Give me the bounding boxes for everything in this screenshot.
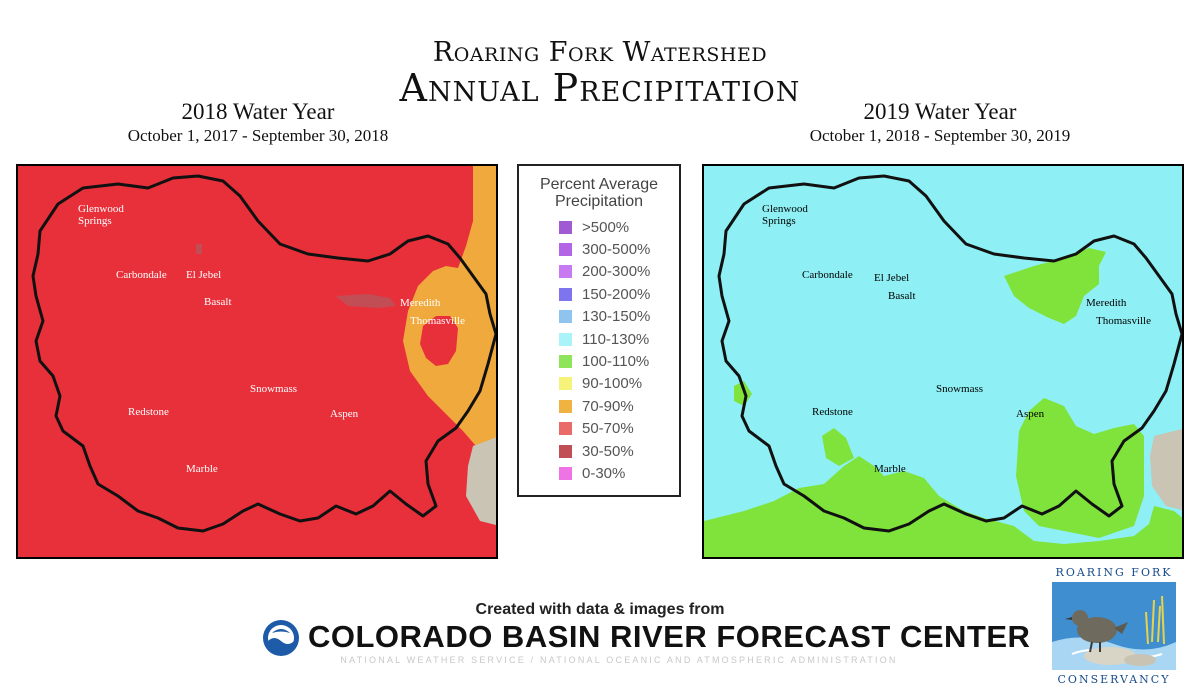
legend-swatch xyxy=(559,399,572,413)
town-meredith: Meredith xyxy=(400,297,441,309)
town-carbondale: Carbondale xyxy=(802,269,853,281)
town-basalt: Basalt xyxy=(204,296,232,308)
watershed-boundary xyxy=(717,174,1182,533)
legend-swatch xyxy=(559,332,572,346)
left-map-dates: October 1, 2017 - September 30, 2018 xyxy=(127,126,389,145)
legend-swatch xyxy=(559,310,572,324)
main-title: Roaring Fork Watershed Annual Precipitat… xyxy=(360,37,840,110)
legend-label: 300-500% xyxy=(582,241,651,259)
town-redstone: Redstone xyxy=(128,406,169,418)
legend-swatch xyxy=(559,422,572,436)
legend-title: Percent Average Precipitation xyxy=(539,176,658,210)
legend-swatch xyxy=(559,377,572,391)
legend-label: 110-130% xyxy=(582,330,650,348)
town-thomasville: Thomasville xyxy=(410,315,465,327)
legend-item: 30-50% xyxy=(519,440,679,462)
terrain-patch xyxy=(466,437,496,525)
town-marble: Marble xyxy=(874,463,906,475)
cbrfc-org-name: COLORADO BASIN RIVER FORECAST CENTER xyxy=(308,619,1031,654)
legend-label: 100-110% xyxy=(582,353,650,371)
legend-label: 0-30% xyxy=(582,464,626,482)
legend-swatch xyxy=(559,466,572,480)
roaring-fork-conservancy-logo: ROARING FORK CONSERVANCY xyxy=(1044,566,1184,688)
title-line-2: Annual Precipitation xyxy=(399,66,801,110)
legend-swatch xyxy=(559,243,572,257)
legend-swatch xyxy=(559,444,572,458)
legend-item: 130-150% xyxy=(519,306,679,328)
precip-zone-50-70 xyxy=(420,316,458,366)
legend-item: 90-100% xyxy=(519,373,679,395)
precip-zone-100-110-south xyxy=(704,456,1182,557)
right-map-year: 2019 Water Year xyxy=(863,99,1017,124)
town-glenwood-springs: Glenwood Springs xyxy=(78,203,124,227)
legend-item: 70-90% xyxy=(519,395,679,417)
left-map-year: 2018 Water Year xyxy=(181,99,335,124)
legend-swatch xyxy=(559,220,572,234)
title-line-1: Roaring Fork Watershed xyxy=(432,37,768,68)
map-2019-canvas xyxy=(704,166,1182,557)
legend-item: 300-500% xyxy=(519,238,679,260)
legend-label: 70-90% xyxy=(582,397,634,415)
legend-label: 30-50% xyxy=(582,442,634,460)
precip-zone-100-110-redstone xyxy=(822,428,854,466)
legend-swatch xyxy=(559,287,572,301)
watershed-boundary xyxy=(31,174,496,533)
legend-label: 90-100% xyxy=(582,375,643,393)
right-map-dates: October 1, 2018 - September 30, 2019 xyxy=(809,126,1071,145)
legend-items: >500% 300-500% 200-300% 150-200% 130-150% 110… xyxy=(519,216,679,485)
legend-item: 150-200% xyxy=(519,283,679,305)
town-glenwood-springs: Glenwood Springs xyxy=(762,203,808,227)
right-map-heading: 2019 Water Year October 1, 2018 - Septem… xyxy=(700,99,1180,147)
town-aspen: Aspen xyxy=(330,408,359,420)
legend-item: 50-70% xyxy=(519,418,679,440)
precip-zone-100-110-aspen xyxy=(1016,398,1144,538)
dipper-bird-icon xyxy=(1052,582,1176,670)
legend-item: 110-130% xyxy=(519,328,679,350)
legend-label: 200-300% xyxy=(582,263,651,281)
legend-item: 0-30% xyxy=(519,462,679,484)
legend-label: >500% xyxy=(582,218,630,236)
legend-swatch xyxy=(559,265,572,279)
town-meredith: Meredith xyxy=(1086,297,1127,309)
town-el-jebel: El Jebel xyxy=(186,269,222,281)
precip-zone-100-110-west xyxy=(734,381,752,406)
town-aspen: Aspen xyxy=(1016,408,1045,420)
precip-zone-30-50 xyxy=(336,294,396,308)
town-redstone: Redstone xyxy=(812,406,853,418)
legend-item: 200-300% xyxy=(519,261,679,283)
noaa-logo-icon xyxy=(263,620,299,656)
town-carbondale: Carbondale xyxy=(116,269,167,281)
legend: Percent Average Precipitation >500% 300-5… xyxy=(517,164,681,497)
legend-label: 50-70% xyxy=(582,420,634,438)
legend-item: 100-110% xyxy=(519,350,679,372)
precip-zone-100-110-north xyxy=(1004,248,1106,324)
logo-text-top: ROARING FORK xyxy=(1055,566,1173,579)
legend-label: 130-150% xyxy=(582,308,651,326)
left-map-heading: 2018 Water Year October 1, 2017 - Septem… xyxy=(18,99,498,147)
town-thomasville: Thomasville xyxy=(1096,315,1151,327)
terrain-patch xyxy=(1150,429,1182,510)
town-snowmass: Snowmass xyxy=(936,383,984,395)
legend-label: 150-200% xyxy=(582,285,651,303)
town-snowmass: Snowmass xyxy=(250,383,298,395)
town-basalt: Basalt xyxy=(888,290,916,302)
legend-item: >500% xyxy=(519,216,679,238)
map-2018: Glenwood Springs Carbondale El Jebel Bas… xyxy=(16,164,498,559)
town-marble: Marble xyxy=(186,463,218,475)
cbrfc-subtitle: NATIONAL WEATHER SERVICE / NATIONAL OCEA… xyxy=(340,655,898,665)
logo-text-bottom: CONSERVANCY xyxy=(1057,673,1171,686)
town-el-jebel: El Jebel xyxy=(874,272,910,284)
legend-swatch xyxy=(559,355,572,369)
credit-line: Created with data & images from xyxy=(475,601,725,618)
map-2019: Glenwood Springs Carbondale El Jebel Bas… xyxy=(702,164,1184,559)
precip-zone-30-50-small xyxy=(196,244,202,254)
map-2018-canvas xyxy=(18,166,496,557)
